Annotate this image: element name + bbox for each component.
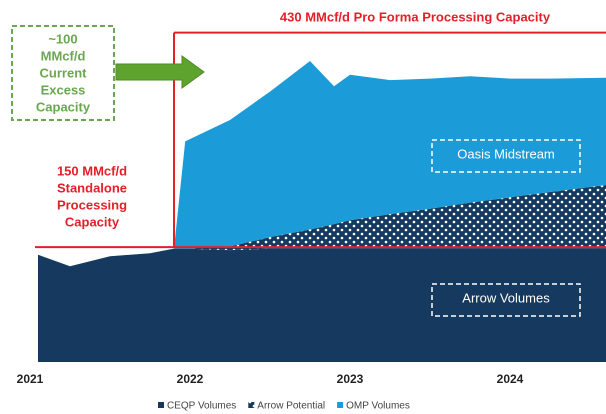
note-text: MMcf/d — [41, 48, 86, 63]
capacity-label: Processing — [57, 197, 127, 212]
legend-swatch — [158, 402, 164, 408]
note-box — [11, 25, 115, 121]
note-text: Excess — [41, 82, 86, 97]
label-box — [431, 139, 581, 173]
capacity-label: Capacity — [65, 214, 120, 229]
legend-label: Arrow Potential — [257, 401, 325, 412]
arrow — [115, 55, 205, 89]
capacity-label: 430 MMcf/d Pro Forma Processing Capacity — [280, 9, 551, 24]
area — [38, 248, 606, 362]
note-text: ~100 — [48, 31, 77, 46]
x-tick-label: 2021 — [17, 372, 44, 386]
area — [38, 185, 606, 267]
note-text: Capacity — [36, 99, 91, 114]
area — [38, 60, 606, 267]
capacity-label: Standalone — [57, 180, 127, 195]
x-tick-label: 2022 — [177, 372, 204, 386]
x-tick-label: 2024 — [497, 372, 524, 386]
legend-label: OMP Volumes — [346, 401, 410, 412]
label-box — [431, 283, 581, 317]
legend-label: CEQP Volumes — [167, 401, 236, 412]
legend-swatch — [337, 402, 344, 408]
area-label: Arrow Volumes — [462, 290, 550, 305]
note-text: Current — [40, 65, 88, 80]
x-tick-label: 2023 — [337, 372, 364, 386]
area-label: Oasis Midstream — [457, 146, 555, 161]
capacity-label: 150 MMcf/d — [57, 163, 127, 178]
legend-swatch — [248, 402, 255, 408]
